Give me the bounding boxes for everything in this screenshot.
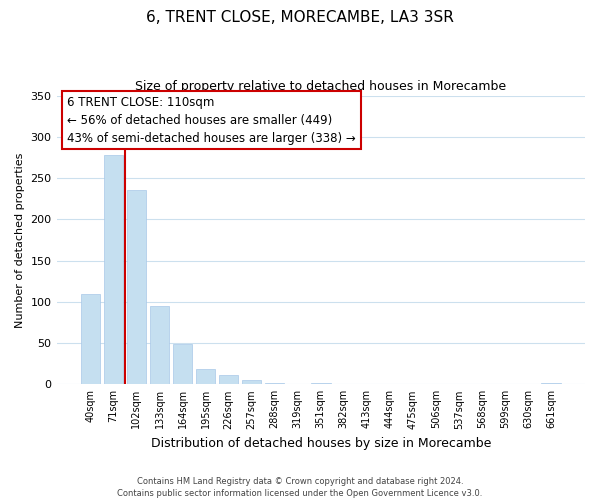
X-axis label: Distribution of detached houses by size in Morecambe: Distribution of detached houses by size … (151, 437, 491, 450)
Bar (265, 382, 284, 384)
Bar (80, 294, 100, 384)
Y-axis label: Number of detached properties: Number of detached properties (15, 152, 25, 328)
Bar (149, 306, 169, 384)
Bar (311, 382, 331, 384)
Text: 6 TRENT CLOSE: 110sqm
← 56% of detached houses are smaller (449)
43% of semi-det: 6 TRENT CLOSE: 110sqm ← 56% of detached … (67, 96, 356, 144)
Title: Size of property relative to detached houses in Morecambe: Size of property relative to detached ho… (135, 80, 506, 93)
Text: 6, TRENT CLOSE, MORECAMBE, LA3 3SR: 6, TRENT CLOSE, MORECAMBE, LA3 3SR (146, 10, 454, 25)
Bar (219, 375, 238, 384)
Text: Contains HM Land Registry data © Crown copyright and database right 2024.
Contai: Contains HM Land Registry data © Crown c… (118, 476, 482, 498)
Bar (541, 382, 561, 384)
Bar (196, 370, 215, 384)
Bar (127, 190, 146, 384)
Bar (173, 344, 193, 385)
Bar (104, 155, 123, 384)
Bar (242, 380, 262, 384)
